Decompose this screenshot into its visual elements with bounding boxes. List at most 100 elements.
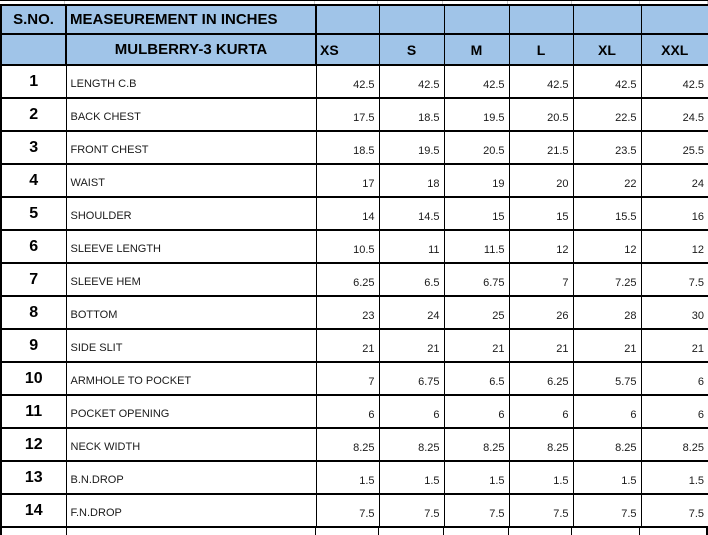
measurement-value-cell[interactable]: 20.5 [508,97,574,132]
measurement-value-cell[interactable]: 25.5 [640,130,708,165]
row-number-cell[interactable]: 7 [0,262,67,297]
measurement-value-cell[interactable]: 42.5 [378,64,445,99]
measurement-value-cell[interactable]: 14.5 [378,196,445,231]
measurement-value-cell[interactable]: 7.5 [315,493,380,528]
row-number-cell[interactable]: 9 [0,328,67,363]
measurement-value-cell[interactable]: 8.25 [572,427,642,462]
empty-header-cell[interactable] [508,4,574,35]
measurement-value-cell[interactable]: 1.5 [640,460,708,495]
measurement-value-cell[interactable]: 21 [640,328,708,363]
measurement-value-cell[interactable]: 7.5 [378,493,445,528]
size-header-s[interactable]: S [378,33,445,66]
measurement-name-cell[interactable]: ARMHOLE TO POCKET [65,361,317,396]
measurement-value-cell[interactable]: 6 [443,394,510,429]
measurement-value-cell[interactable]: 7.5 [508,493,574,528]
measurement-value-cell[interactable]: 10.5 [315,229,380,264]
measurement-value-cell[interactable]: 42.5 [640,64,708,99]
measurement-value-cell[interactable]: 6 [315,394,380,429]
measurement-value-cell[interactable]: 24 [378,295,445,330]
measurement-name-cell[interactable]: SIDE SLIT [65,328,317,363]
measurement-value-cell[interactable]: 18.5 [315,130,380,165]
measurement-value-cell[interactable]: 24.5 [640,97,708,132]
empty-sno-cell[interactable] [0,33,67,66]
measurement-value-cell[interactable]: 8.25 [508,427,574,462]
measurement-name-cell[interactable]: SLEEVE HEM [65,262,317,297]
measurement-value-cell[interactable]: 15.5 [572,196,642,231]
measurement-value-cell[interactable]: 8.25 [315,427,380,462]
empty-header-cell[interactable] [315,4,380,35]
measurement-value-cell[interactable]: 8.25 [640,427,708,462]
measurement-value-cell[interactable]: 42.5 [443,64,510,99]
measurement-value-cell[interactable]: 22 [572,163,642,198]
row-number-cell[interactable]: 6 [0,229,67,264]
empty-header-cell[interactable] [572,4,642,35]
measurement-value-cell[interactable]: 18.5 [378,97,445,132]
measurement-name-cell[interactable]: WAIST [65,163,317,198]
row-number-cell[interactable]: 5 [0,196,67,231]
row-number-cell[interactable]: 8 [0,295,67,330]
measurement-value-cell[interactable]: 7.5 [572,493,642,528]
row-number-cell[interactable]: 10 [0,361,67,396]
measurement-name-cell[interactable]: BOTTOM [65,295,317,330]
measurement-value-cell[interactable]: 19 [443,163,510,198]
measurement-value-cell[interactable]: 6.75 [378,361,445,396]
measurement-value-cell[interactable]: 6.25 [508,361,574,396]
row-number-cell[interactable]: 1 [0,64,67,99]
row-number-cell[interactable]: 13 [0,460,67,495]
size-header-m[interactable]: M [443,33,510,66]
measurement-value-cell[interactable]: 15 [443,196,510,231]
measurement-value-cell[interactable]: 20 [508,163,574,198]
row-number-cell[interactable]: 14 [0,493,67,528]
measurement-name-cell[interactable]: BACK CHEST [65,97,317,132]
measurement-value-cell[interactable]: 7.5 [443,493,510,528]
measurement-value-cell[interactable]: 22.5 [572,97,642,132]
measurement-value-cell[interactable]: 26 [508,295,574,330]
measurement-name-cell[interactable]: SHOULDER [65,196,317,231]
measurement-value-cell[interactable]: 24 [640,163,708,198]
measurement-value-cell[interactable]: 17.5 [315,97,380,132]
measurement-value-cell[interactable]: 7.5 [640,493,708,528]
measurement-value-cell[interactable]: 14 [315,196,380,231]
measurement-value-cell[interactable]: 42.5 [508,64,574,99]
measurement-value-cell[interactable]: 18 [378,163,445,198]
measurement-name-cell[interactable]: FRONT CHEST [65,130,317,165]
measurement-value-cell[interactable]: 6.75 [443,262,510,297]
measurement-value-cell[interactable]: 7 [315,361,380,396]
measurement-value-cell[interactable]: 21 [443,328,510,363]
measurement-value-cell[interactable]: 5.75 [572,361,642,396]
measurement-value-cell[interactable]: 25 [443,295,510,330]
measurement-value-cell[interactable]: 8.25 [378,427,445,462]
table-title-cell[interactable]: MEASEUREMENT IN INCHES [65,4,317,35]
measurement-value-cell[interactable]: 19.5 [443,97,510,132]
measurement-value-cell[interactable]: 7.25 [572,262,642,297]
measurement-value-cell[interactable]: 23 [315,295,380,330]
measurement-name-cell[interactable]: B.N.DROP [65,460,317,495]
measurement-value-cell[interactable]: 6 [572,394,642,429]
measurement-value-cell[interactable]: 28 [572,295,642,330]
size-header-xl[interactable]: XL [572,33,642,66]
measurement-value-cell[interactable]: 21 [378,328,445,363]
measurement-value-cell[interactable]: 7.5 [640,262,708,297]
size-header-xs[interactable]: XS [315,33,380,66]
measurement-value-cell[interactable]: 15 [508,196,574,231]
measurement-value-cell[interactable]: 21 [572,328,642,363]
row-number-cell[interactable]: 2 [0,97,67,132]
measurement-value-cell[interactable]: 16 [640,196,708,231]
row-number-cell[interactable]: 11 [0,394,67,429]
measurement-value-cell[interactable]: 8.25 [443,427,510,462]
measurement-name-cell[interactable]: SLEEVE LENGTH [65,229,317,264]
size-header-l[interactable]: L [508,33,574,66]
size-header-xxl[interactable]: XXL [640,33,708,66]
measurement-value-cell[interactable]: 7 [508,262,574,297]
measurement-value-cell[interactable]: 1.5 [572,460,642,495]
measurement-name-cell[interactable]: F.N.DROP [65,493,317,528]
measurement-value-cell[interactable]: 12 [508,229,574,264]
measurement-value-cell[interactable]: 21.5 [508,130,574,165]
measurement-name-cell[interactable]: LENGTH C.B [65,64,317,99]
measurement-value-cell[interactable]: 1.5 [508,460,574,495]
measurement-value-cell[interactable]: 23.5 [572,130,642,165]
sno-header-cell[interactable]: S.NO. [0,4,67,35]
empty-header-cell[interactable] [640,4,708,35]
measurement-value-cell[interactable]: 42.5 [315,64,380,99]
measurement-value-cell[interactable]: 6 [378,394,445,429]
